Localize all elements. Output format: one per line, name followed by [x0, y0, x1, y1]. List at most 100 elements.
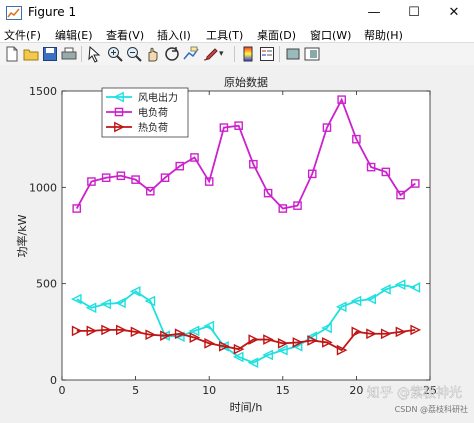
data-point[interactable] [175, 161, 185, 171]
data-point[interactable] [248, 334, 260, 345]
brush-icon[interactable] [201, 45, 219, 63]
data-point[interactable] [322, 123, 332, 132]
hide-plot-tools-icon[interactable] [284, 45, 302, 63]
data-point[interactable] [292, 337, 304, 348]
pan-icon[interactable] [144, 45, 162, 63]
data-point[interactable] [87, 177, 96, 186]
show-plot-tools-icon[interactable] [303, 45, 321, 63]
data-point[interactable] [130, 326, 142, 338]
data-point[interactable] [114, 121, 125, 133]
data-point[interactable] [366, 328, 377, 340]
data-point[interactable] [410, 324, 422, 336]
data-point[interactable] [160, 330, 171, 342]
data-point[interactable] [307, 169, 317, 179]
data-point[interactable] [116, 171, 126, 181]
data-point[interactable] [70, 293, 82, 305]
zoom-in-icon[interactable] [106, 45, 124, 63]
data-point[interactable] [351, 326, 363, 338]
data-point[interactable] [219, 340, 230, 352]
data-point[interactable] [352, 134, 361, 144]
pointer-icon[interactable] [85, 45, 103, 63]
data-point[interactable] [146, 186, 155, 196]
data-point[interactable] [233, 343, 245, 355]
data-point[interactable] [381, 167, 391, 177]
print-icon[interactable] [60, 45, 78, 63]
menu-view[interactable]: 查看(V) [106, 29, 145, 42]
data-point[interactable] [71, 325, 83, 337]
data-point[interactable] [396, 190, 405, 200]
data-point[interactable] [101, 173, 111, 183]
legend-item[interactable]: 电负荷 [106, 106, 168, 119]
data-point[interactable] [160, 173, 170, 183]
data-point[interactable] [307, 335, 319, 346]
data-point[interactable] [232, 351, 244, 363]
data-point[interactable] [410, 179, 420, 188]
zoom-out-icon[interactable] [125, 45, 143, 63]
legend-item[interactable]: 热负荷 [106, 121, 168, 134]
data-point[interactable] [366, 162, 376, 172]
data-point[interactable] [247, 357, 259, 368]
data-point[interactable] [395, 326, 407, 338]
data-point[interactable] [144, 295, 156, 307]
data-point[interactable] [249, 159, 258, 169]
data-point[interactable] [321, 322, 332, 334]
maximize-button[interactable]: ☐ [408, 5, 420, 20]
data-point[interactable] [219, 123, 229, 132]
data-cursor-icon[interactable] [182, 45, 200, 63]
data-point[interactable] [277, 338, 289, 349]
close-button[interactable]: ✕ [448, 5, 460, 20]
data-point[interactable] [101, 324, 112, 336]
data-point[interactable] [337, 95, 346, 104]
data-point[interactable] [145, 329, 157, 341]
data-point[interactable] [350, 295, 362, 307]
data-point[interactable] [72, 204, 82, 213]
data-point[interactable] [278, 204, 288, 213]
menu-desktop[interactable]: 桌面(D) [257, 29, 297, 42]
data-point[interactable] [380, 284, 391, 295]
data-point[interactable] [190, 153, 199, 162]
data-point[interactable] [131, 175, 140, 184]
save-icon[interactable] [41, 45, 59, 63]
data-point[interactable] [188, 325, 200, 337]
data-point[interactable] [174, 328, 186, 340]
series-line[interactable] [76, 283, 416, 364]
data-point[interactable] [322, 337, 333, 348]
data-point[interactable] [113, 91, 124, 103]
data-point[interactable] [335, 301, 347, 313]
data-point[interactable] [394, 279, 406, 290]
colorbar-icon[interactable] [239, 45, 257, 63]
data-point[interactable] [234, 121, 243, 130]
data-point[interactable] [115, 324, 127, 336]
data-point[interactable] [204, 177, 214, 186]
data-point[interactable] [85, 302, 97, 314]
line-chart[interactable]: 0 5 10 15 20 25 0 500 1000 1500 原始数据 时间/h 功率/kW 风… [0, 65, 474, 419]
menu-edit[interactable]: 编辑(E) [55, 29, 93, 42]
data-point[interactable] [380, 328, 392, 340]
menu-help[interactable]: 帮助(H) [364, 29, 403, 42]
data-point[interactable] [277, 344, 288, 356]
data-point[interactable] [263, 334, 274, 345]
data-point[interactable] [115, 297, 126, 309]
menu-tools[interactable]: 工具(T) [206, 29, 244, 42]
data-point[interactable] [262, 349, 273, 361]
data-point[interactable] [189, 332, 201, 343]
rotate-icon[interactable] [163, 45, 181, 63]
data-point[interactable] [409, 282, 421, 293]
menu-file[interactable]: 文件(F) [4, 29, 41, 42]
data-point[interactable] [263, 188, 273, 198]
menu-insert[interactable]: 插入(I) [157, 29, 191, 42]
data-point[interactable] [336, 344, 348, 356]
new-file-icon[interactable] [3, 45, 21, 63]
data-point[interactable] [114, 107, 124, 117]
data-point[interactable] [365, 293, 377, 305]
brush-dropdown-icon[interactable]: ▾ [219, 49, 224, 59]
minimize-button[interactable]: — [367, 5, 381, 20]
data-point[interactable] [204, 338, 215, 349]
open-folder-icon[interactable] [22, 45, 40, 63]
data-point[interactable] [203, 320, 215, 332]
legend-item[interactable]: 风电出力 [106, 91, 178, 104]
menu-window[interactable]: 窗口(W) [310, 29, 352, 42]
series-line[interactable] [75, 97, 416, 210]
legend-icon[interactable] [258, 45, 276, 63]
